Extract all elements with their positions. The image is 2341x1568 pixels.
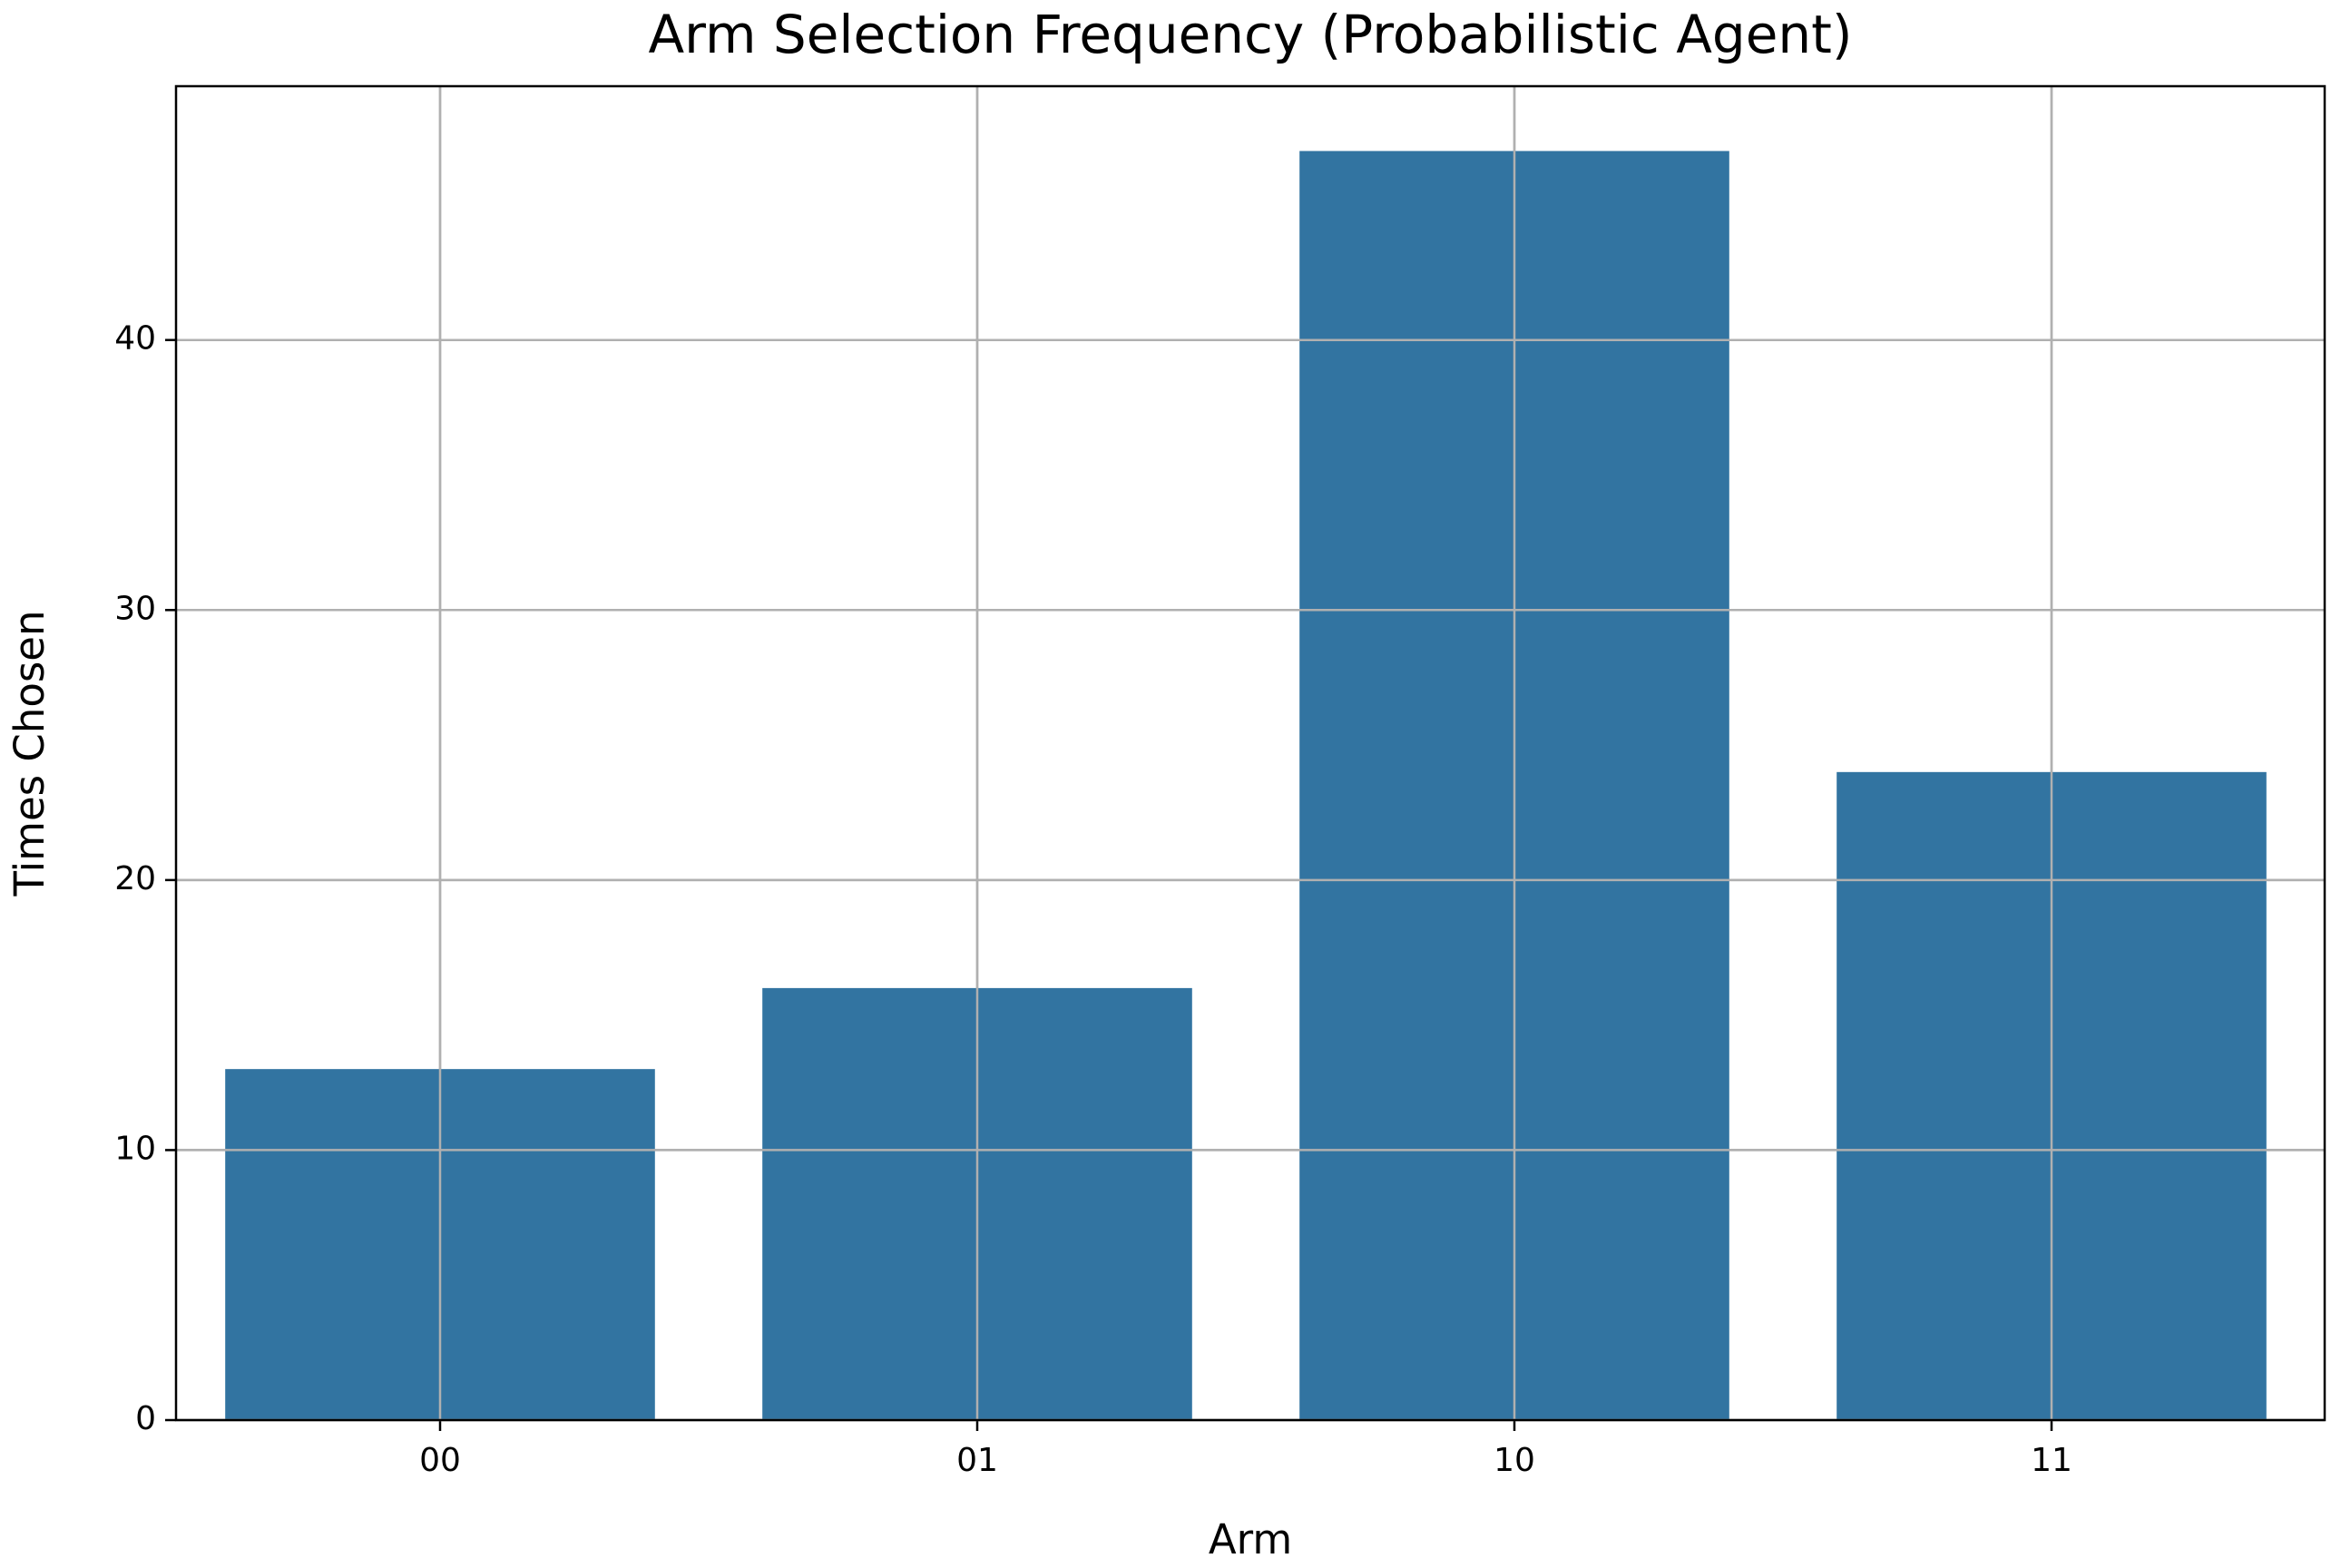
- x-tick-label: 10: [1494, 1442, 1535, 1479]
- y-tick-label: 10: [114, 1130, 156, 1167]
- chart-title: Arm Selection Frequency (Probabilistic A…: [648, 4, 1852, 65]
- y-tick-label: 30: [114, 590, 156, 627]
- y-tick-label: 0: [135, 1400, 156, 1437]
- y-axis-label: Times Chosen: [5, 611, 54, 897]
- x-tick-label: 11: [2031, 1442, 2072, 1479]
- x-tick-label: 00: [419, 1442, 461, 1479]
- plot-frame: [174, 84, 2326, 1422]
- y-tick-label: 40: [114, 320, 156, 358]
- x-tick-label: 01: [956, 1442, 998, 1479]
- y-tick-label: 20: [114, 860, 156, 897]
- x-axis-label: Arm: [1209, 1515, 1292, 1563]
